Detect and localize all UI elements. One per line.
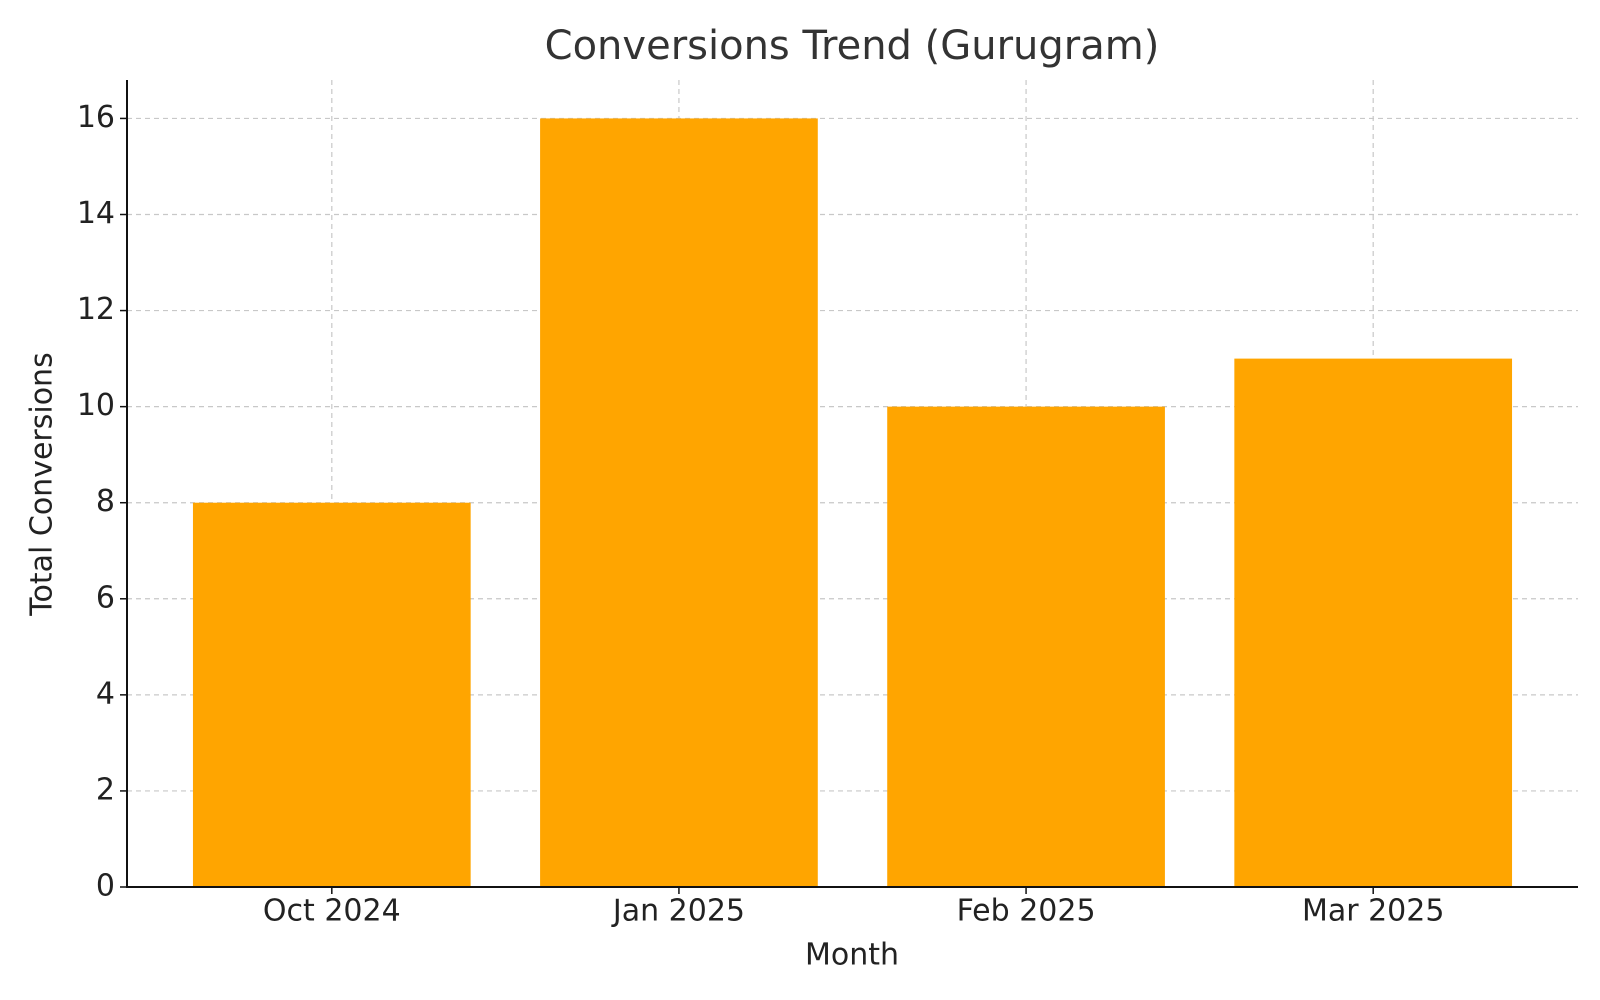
y-tick-label: 16 [77, 100, 115, 135]
x-tick-label: Mar 2025 [1302, 894, 1445, 929]
chart-title: Conversions Trend (Gurugram) [545, 23, 1160, 69]
bar [192, 502, 471, 887]
bar [540, 118, 818, 887]
x-axis-label: Month [805, 938, 899, 973]
bar [887, 406, 1165, 887]
y-tick-label: 2 [96, 772, 115, 807]
y-tick-label: 8 [96, 484, 115, 519]
x-tick-label: Feb 2025 [957, 894, 1096, 929]
y-tick-label: 10 [77, 388, 115, 423]
y-axis-label: Total Conversions [25, 352, 60, 616]
x-tick-label: Oct 2024 [263, 894, 401, 929]
bar [1234, 358, 1513, 887]
y-tick-label: 0 [96, 869, 115, 904]
y-tick-label: 14 [77, 196, 115, 231]
x-tick-label: Jan 2025 [611, 894, 745, 929]
y-tick-label: 12 [77, 292, 115, 327]
y-tick-label: 6 [96, 580, 115, 615]
y-tick-label: 4 [96, 676, 115, 711]
